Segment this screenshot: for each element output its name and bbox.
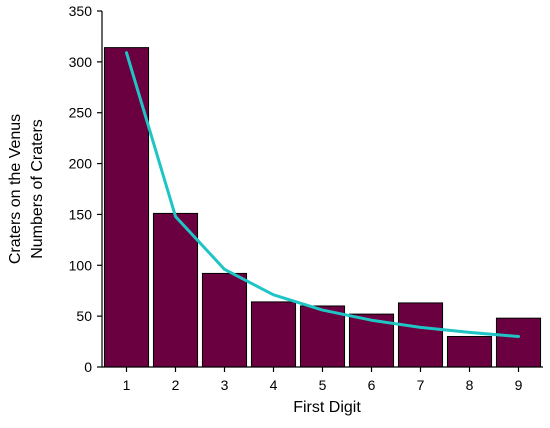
x-tick-label: 8 [466, 377, 474, 393]
x-tick-label: 3 [221, 377, 229, 393]
y-tick-label: 250 [69, 105, 93, 121]
y-tick-label: 50 [76, 308, 92, 324]
x-tick-label: 9 [515, 377, 523, 393]
y-tick-label: 150 [69, 206, 93, 222]
x-tick-label: 5 [319, 377, 327, 393]
y-tick-label: 100 [69, 257, 93, 273]
x-tick-label: 7 [417, 377, 425, 393]
x-tick-label: 4 [270, 377, 278, 393]
bar [397, 302, 444, 368]
y-tick-label: 0 [84, 359, 92, 375]
y-axis-label: Numbers of Craters [29, 119, 46, 259]
x-tick-label: 2 [172, 377, 180, 393]
y-tick-label: 300 [69, 54, 93, 70]
x-axis-label: First Digit [293, 399, 361, 416]
bar [201, 272, 248, 368]
bar [299, 305, 346, 368]
bar [152, 212, 199, 368]
fit-curve [125, 51, 520, 338]
y-tick-label: 200 [69, 156, 93, 172]
y-axis-label: Craters on the Venus [7, 114, 24, 264]
x-tick-label: 1 [123, 377, 131, 393]
bar [250, 301, 297, 368]
y-tick-label: 350 [69, 3, 93, 19]
x-tick-label: 6 [368, 377, 376, 393]
bar [103, 47, 150, 368]
bar [446, 335, 493, 368]
bar [495, 317, 542, 368]
